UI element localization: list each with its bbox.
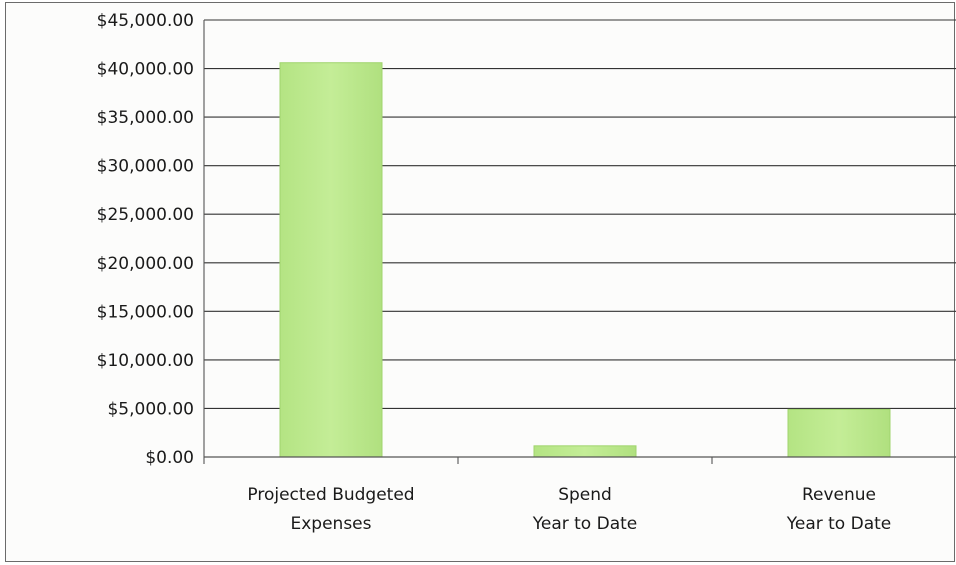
x-category-label-line: Year to Date	[532, 514, 638, 534]
y-tick-label: $40,000.00	[97, 60, 194, 80]
y-tick-label: $5,000.00	[107, 399, 194, 419]
x-category-label-line: Projected Budgeted	[247, 485, 414, 505]
y-tick-label: $30,000.00	[97, 157, 194, 177]
y-axis-ticks: $0.00 $5,000.00 $10,000.00 $15,000.00 $20,00…	[97, 11, 194, 468]
y-tick-label: $25,000.00	[97, 205, 194, 225]
x-category-label: Spend Year to Date	[532, 485, 638, 534]
y-tick-label: $10,000.00	[97, 351, 194, 371]
x-category-label-line: Spend	[558, 485, 612, 505]
x-category-label-line: Expenses	[291, 514, 372, 534]
x-category-label: Projected Budgeted Expenses	[247, 485, 414, 534]
y-tick-label: $35,000.00	[97, 108, 194, 128]
x-axis	[203, 20, 956, 464]
x-category-label-line: Year to Date	[786, 514, 892, 534]
chart-frame	[5, 2, 955, 562]
x-category-label: Revenue Year to Date	[786, 485, 892, 534]
bars	[279, 62, 891, 458]
y-tick-label: $45,000.00	[97, 11, 194, 31]
bar	[279, 62, 383, 458]
bar	[787, 408, 891, 458]
bar	[533, 445, 637, 458]
y-tick-label: $20,000.00	[97, 254, 194, 274]
x-category-label-line: Revenue	[802, 485, 876, 505]
y-tick-label: $15,000.00	[97, 302, 194, 322]
x-axis-categories: Projected Budgeted Expenses Spend Year to D…	[247, 485, 891, 534]
y-tick-label: $0.00	[145, 448, 194, 468]
